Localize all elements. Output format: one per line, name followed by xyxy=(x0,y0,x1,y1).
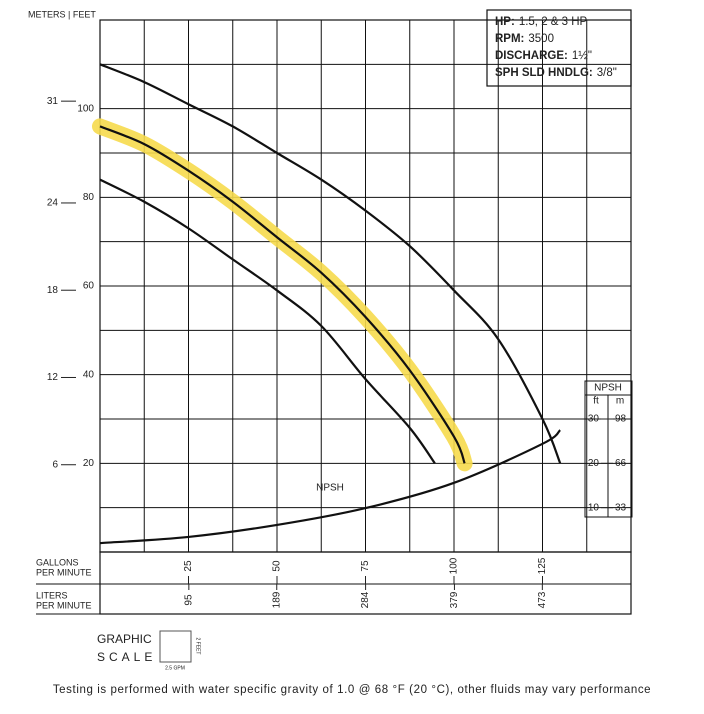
npsh-m-header: m xyxy=(616,396,624,407)
graphic-scale-label: GRAPHIC xyxy=(97,632,152,646)
graphic-scale-box xyxy=(159,630,192,663)
y-axis-header: METERS | FEET xyxy=(28,9,96,19)
x-label: PER MINUTE xyxy=(36,567,92,577)
npsh-m-label: 66 xyxy=(615,458,627,469)
npsh-m-label: 33 xyxy=(615,502,627,513)
y2-tick-label: 24 xyxy=(47,198,59,209)
npsh-curve-label: NPSH xyxy=(316,483,344,494)
info-box xyxy=(486,9,632,87)
info-line: SPH SLD HNDLG: 3/8" xyxy=(495,67,617,79)
info-label: RPM: xyxy=(495,33,524,45)
y-tick-label: 80 xyxy=(83,192,95,203)
y-tick-label: 60 xyxy=(83,281,95,292)
info-value: 3500 xyxy=(528,33,554,45)
x2-tick-label: 379 xyxy=(449,591,460,608)
graphic-scale-note: 2.5 GPM xyxy=(165,665,185,671)
grid xyxy=(100,20,631,552)
x2-tick-label: 473 xyxy=(537,591,548,608)
y2-tick-label: 18 xyxy=(47,285,59,296)
npsh-tick-label: 10 xyxy=(588,502,600,513)
graphic-scale-note: 2 FEET xyxy=(195,638,201,655)
x2-label: LITERS xyxy=(36,590,68,600)
y-tick-label: 20 xyxy=(83,458,95,469)
npsh-tick-label: 20 xyxy=(588,458,600,469)
x2-label: PER MINUTE xyxy=(36,600,92,610)
info-value: 3/8" xyxy=(597,67,617,79)
y2-tick-label: 31 xyxy=(47,96,59,107)
npsh-axis-title: NPSH xyxy=(594,383,622,394)
npsh-m-label: 98 xyxy=(615,414,627,425)
info-label: DISCHARGE: xyxy=(495,50,568,62)
npsh-tick-label: 30 xyxy=(588,414,600,425)
info-line: RPM: 3500 xyxy=(495,33,554,45)
info-line: DISCHARGE: 1½" xyxy=(495,50,592,62)
curve xyxy=(99,63,562,464)
info-label: SPH SLD HNDLG: xyxy=(495,67,593,79)
y-tick-label: 40 xyxy=(83,369,95,380)
y2-tick-label: 6 xyxy=(52,459,58,470)
x-tick-label: 50 xyxy=(272,560,283,572)
x-tick-label: 75 xyxy=(360,560,371,572)
x2-tick-label: 95 xyxy=(183,594,194,606)
x-label: GALLONS xyxy=(36,557,79,567)
x-tick-label: 25 xyxy=(183,560,194,572)
footnote: Testing is performed with water specific… xyxy=(53,684,651,696)
x-axis-strip xyxy=(99,551,632,615)
info-value: 1.5, 2 & 3 HP xyxy=(519,16,588,28)
info-value: 1½" xyxy=(572,50,592,62)
x2-tick-label: 189 xyxy=(271,591,282,608)
y-tick-label: 100 xyxy=(77,103,94,114)
y2-tick-label: 12 xyxy=(47,372,59,383)
curve xyxy=(99,429,561,545)
info-label: HP: xyxy=(495,16,515,28)
curve xyxy=(99,125,466,464)
x-tick-label: 125 xyxy=(537,557,548,574)
curve xyxy=(99,178,436,464)
graphic-scale-label: SCALE xyxy=(97,650,156,664)
x-tick-label: 100 xyxy=(449,557,460,574)
x2-tick-label: 284 xyxy=(360,591,371,608)
info-line: HP: 1.5, 2 & 3 HP xyxy=(495,16,588,28)
npsh-ft-header: ft xyxy=(593,396,599,407)
